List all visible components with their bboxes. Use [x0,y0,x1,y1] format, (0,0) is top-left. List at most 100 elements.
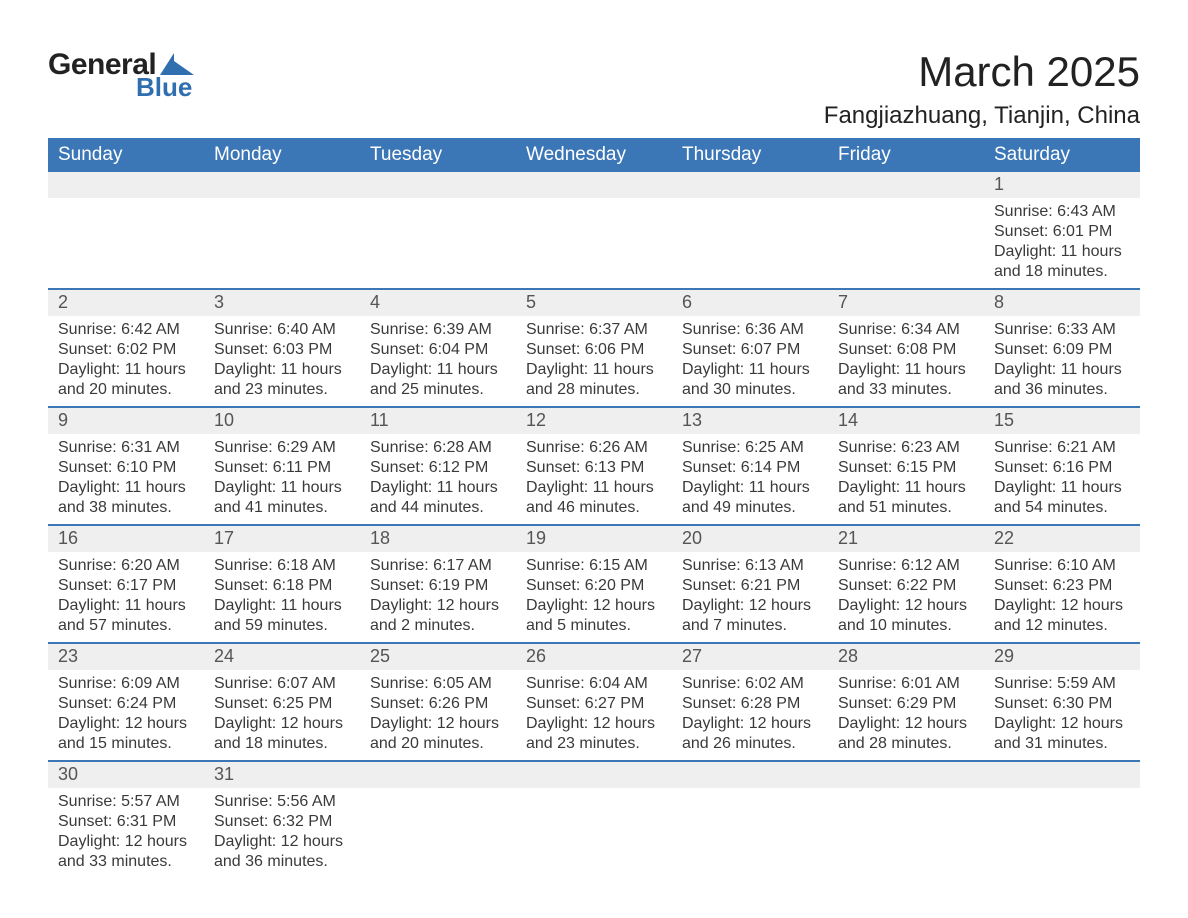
sunset-line: Sunset: 6:24 PM [58,694,194,714]
day-number: 30 [48,762,204,788]
day-body: Sunrise: 6:13 AMSunset: 6:21 PMDaylight:… [672,552,828,642]
day-number: 24 [204,644,360,670]
brand-blue-text: Blue [136,72,192,103]
calendar-cell [48,172,204,289]
daylight-line: Daylight: 12 hours and 28 minutes. [838,714,974,754]
day-body: Sunrise: 6:01 AMSunset: 6:29 PMDaylight:… [828,670,984,760]
sunrise-line: Sunrise: 6:23 AM [838,438,974,458]
sunrise-line: Sunrise: 6:42 AM [58,320,194,340]
sunrise-line: Sunrise: 6:36 AM [682,320,818,340]
calendar-cell: 15Sunrise: 6:21 AMSunset: 6:16 PMDayligh… [984,407,1140,525]
day-number: 12 [516,408,672,434]
calendar-cell: 25Sunrise: 6:05 AMSunset: 6:26 PMDayligh… [360,643,516,761]
day-number: 20 [672,526,828,552]
calendar-week-row: 2Sunrise: 6:42 AMSunset: 6:02 PMDaylight… [48,289,1140,407]
day-number: 4 [360,290,516,316]
sunrise-line: Sunrise: 6:39 AM [370,320,506,340]
day-number [516,762,672,788]
daylight-line: Daylight: 11 hours and 44 minutes. [370,478,506,518]
sunset-line: Sunset: 6:27 PM [526,694,662,714]
daylight-line: Daylight: 11 hours and 33 minutes. [838,360,974,400]
sunrise-line: Sunrise: 6:04 AM [526,674,662,694]
calendar-cell: 24Sunrise: 6:07 AMSunset: 6:25 PMDayligh… [204,643,360,761]
calendar-cell: 8Sunrise: 6:33 AMSunset: 6:09 PMDaylight… [984,289,1140,407]
calendar-cell: 14Sunrise: 6:23 AMSunset: 6:15 PMDayligh… [828,407,984,525]
calendar-cell [828,172,984,289]
day-body [672,198,828,278]
day-body [360,198,516,278]
day-body: Sunrise: 6:05 AMSunset: 6:26 PMDaylight:… [360,670,516,760]
day-number: 27 [672,644,828,670]
day-body: Sunrise: 6:09 AMSunset: 6:24 PMDaylight:… [48,670,204,760]
day-body [48,198,204,278]
calendar-cell: 2Sunrise: 6:42 AMSunset: 6:02 PMDaylight… [48,289,204,407]
sunrise-line: Sunrise: 6:02 AM [682,674,818,694]
calendar-cell: 22Sunrise: 6:10 AMSunset: 6:23 PMDayligh… [984,525,1140,643]
day-number [360,762,516,788]
sunset-line: Sunset: 6:22 PM [838,576,974,596]
sunset-line: Sunset: 6:31 PM [58,812,194,832]
calendar-cell: 3Sunrise: 6:40 AMSunset: 6:03 PMDaylight… [204,289,360,407]
day-body: Sunrise: 6:28 AMSunset: 6:12 PMDaylight:… [360,434,516,524]
calendar-week-row: 30Sunrise: 5:57 AMSunset: 6:31 PMDayligh… [48,761,1140,878]
day-body: Sunrise: 6:31 AMSunset: 6:10 PMDaylight:… [48,434,204,524]
day-body: Sunrise: 6:07 AMSunset: 6:25 PMDaylight:… [204,670,360,760]
day-number: 13 [672,408,828,434]
day-number: 7 [828,290,984,316]
sunrise-line: Sunrise: 6:17 AM [370,556,506,576]
calendar-cell [204,172,360,289]
day-number: 11 [360,408,516,434]
calendar-cell: 1Sunrise: 6:43 AMSunset: 6:01 PMDaylight… [984,172,1140,289]
sunrise-line: Sunrise: 5:56 AM [214,792,350,812]
day-body: Sunrise: 6:18 AMSunset: 6:18 PMDaylight:… [204,552,360,642]
day-number: 6 [672,290,828,316]
sunset-line: Sunset: 6:19 PM [370,576,506,596]
sunset-line: Sunset: 6:18 PM [214,576,350,596]
day-body [360,788,516,868]
sunrise-line: Sunrise: 6:29 AM [214,438,350,458]
daylight-line: Daylight: 12 hours and 18 minutes. [214,714,350,754]
sunrise-line: Sunrise: 6:37 AM [526,320,662,340]
day-body: Sunrise: 6:34 AMSunset: 6:08 PMDaylight:… [828,316,984,406]
calendar-cell: 7Sunrise: 6:34 AMSunset: 6:08 PMDaylight… [828,289,984,407]
calendar-cell [984,761,1140,878]
daylight-line: Daylight: 12 hours and 23 minutes. [526,714,662,754]
day-body: Sunrise: 5:59 AMSunset: 6:30 PMDaylight:… [984,670,1140,760]
day-body: Sunrise: 6:37 AMSunset: 6:06 PMDaylight:… [516,316,672,406]
day-body [516,788,672,868]
day-body: Sunrise: 6:40 AMSunset: 6:03 PMDaylight:… [204,316,360,406]
calendar-cell: 23Sunrise: 6:09 AMSunset: 6:24 PMDayligh… [48,643,204,761]
day-body: Sunrise: 6:25 AMSunset: 6:14 PMDaylight:… [672,434,828,524]
day-header: Friday [828,138,984,172]
daylight-line: Daylight: 11 hours and 36 minutes. [994,360,1130,400]
day-number: 19 [516,526,672,552]
header: General Blue March 2025 Fangjiazhuang, T… [48,48,1140,130]
day-number: 28 [828,644,984,670]
day-body: Sunrise: 6:43 AMSunset: 6:01 PMDaylight:… [984,198,1140,288]
sunset-line: Sunset: 6:28 PM [682,694,818,714]
sunset-line: Sunset: 6:03 PM [214,340,350,360]
day-body: Sunrise: 5:56 AMSunset: 6:32 PMDaylight:… [204,788,360,878]
day-number: 25 [360,644,516,670]
day-body: Sunrise: 6:23 AMSunset: 6:15 PMDaylight:… [828,434,984,524]
sunrise-line: Sunrise: 6:40 AM [214,320,350,340]
daylight-line: Daylight: 11 hours and 30 minutes. [682,360,818,400]
sunrise-line: Sunrise: 6:01 AM [838,674,974,694]
day-body: Sunrise: 6:33 AMSunset: 6:09 PMDaylight:… [984,316,1140,406]
sunrise-line: Sunrise: 6:43 AM [994,202,1130,222]
day-body [828,198,984,278]
daylight-line: Daylight: 12 hours and 26 minutes. [682,714,818,754]
sunset-line: Sunset: 6:21 PM [682,576,818,596]
day-body [984,788,1140,868]
day-number [360,172,516,198]
calendar-cell: 13Sunrise: 6:25 AMSunset: 6:14 PMDayligh… [672,407,828,525]
day-number: 9 [48,408,204,434]
day-header: Monday [204,138,360,172]
daylight-line: Daylight: 12 hours and 20 minutes. [370,714,506,754]
sunrise-line: Sunrise: 6:21 AM [994,438,1130,458]
sunrise-line: Sunrise: 6:28 AM [370,438,506,458]
day-header-row: Sunday Monday Tuesday Wednesday Thursday… [48,138,1140,172]
sunset-line: Sunset: 6:26 PM [370,694,506,714]
daylight-line: Daylight: 11 hours and 25 minutes. [370,360,506,400]
brand-logo: General Blue [48,48,194,103]
